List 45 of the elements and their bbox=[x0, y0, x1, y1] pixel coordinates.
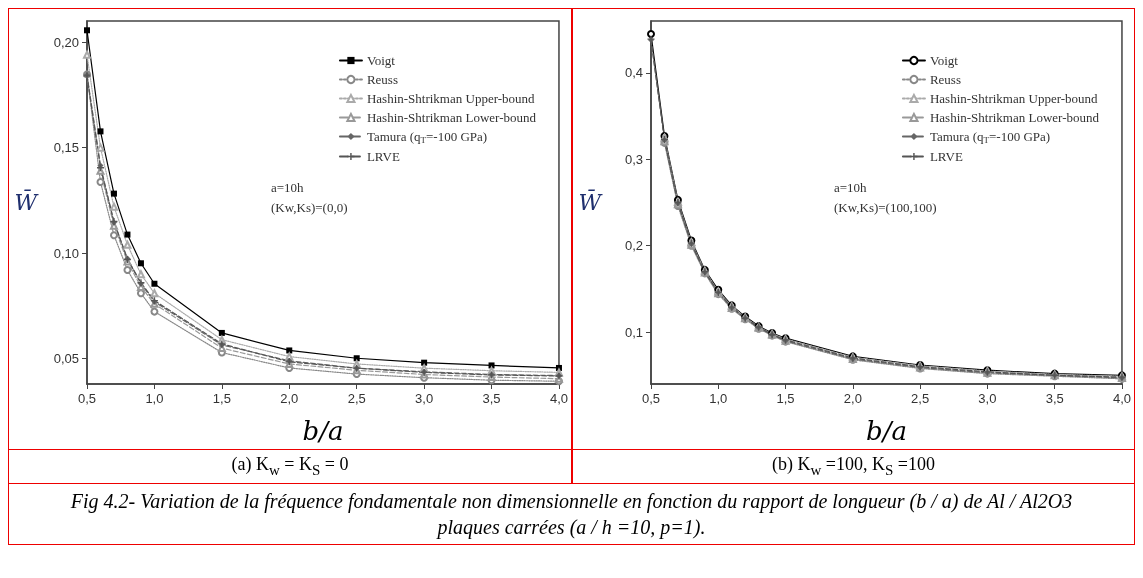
y-tick-label: 0,4 bbox=[624, 65, 643, 81]
x-tick-label: 4,0 bbox=[1112, 391, 1131, 406]
x-tick-label: 2,0 bbox=[280, 391, 299, 406]
legend-label: Reuss bbox=[929, 72, 961, 87]
x-tick-label: 3,5 bbox=[1045, 391, 1064, 406]
legend-label: LRVE bbox=[366, 149, 400, 164]
legend-label: LRVE bbox=[929, 149, 963, 164]
x-tick-label: 1,0 bbox=[709, 391, 728, 406]
x-tick-label: 0,5 bbox=[77, 391, 97, 406]
caption: Fig 4.2- Variation de la fréquence fondamentale non dimensionnelle en fonction du rapport de longueur (b / a) de Al / Al2O3 plaques carrées (a / h =10, p=1). bbox=[8, 483, 1135, 545]
legend-label: Hashin-Shtrikman Lower-bound bbox=[366, 110, 537, 125]
y-tick-label: 0,1 bbox=[624, 324, 643, 340]
y-tick-label: 0,10 bbox=[53, 245, 79, 261]
x-tick-label: 3,0 bbox=[978, 391, 997, 406]
y-tick-label: 0,3 bbox=[624, 151, 643, 167]
x-axis-title: b/a bbox=[866, 416, 907, 446]
x-tick-label: 0,5 bbox=[641, 391, 661, 406]
y-axis-title: W̄ bbox=[578, 188, 604, 215]
x-tick-label: 1,5 bbox=[212, 391, 231, 406]
text: (b) K$_{w}$ =100, K$_{S}$ =100 bbox=[573, 449, 1134, 483]
annotation: (Kw,Ks)=(0,0) bbox=[271, 200, 348, 215]
x-tick-label: 4,0 bbox=[549, 391, 568, 406]
text: (a) K$_{w}$ = K$_{S}$ = 0 bbox=[9, 449, 571, 483]
legend-label: Voigt bbox=[366, 53, 396, 68]
y-tick-label: 0,05 bbox=[53, 351, 79, 367]
x-tick-label: 1,5 bbox=[776, 391, 795, 406]
y-tick-label: 0,15 bbox=[53, 140, 79, 156]
y-axis-title: W̄ bbox=[14, 188, 40, 215]
x-tick-label: 1,0 bbox=[145, 391, 164, 406]
x-tick-label: 3,5 bbox=[482, 391, 501, 406]
x-axis-title: b/a bbox=[302, 416, 344, 446]
annotation: a=10h bbox=[271, 180, 305, 195]
x-tick-label: 2,5 bbox=[347, 391, 366, 406]
x-tick-label: 2,5 bbox=[911, 391, 930, 406]
y-tick-label: 0,20 bbox=[53, 34, 79, 50]
y-tick-label: 0,2 bbox=[624, 238, 643, 254]
legend-label: Hashin-Shtrikman Lower-bound bbox=[929, 110, 1100, 125]
x-tick-label: 2,0 bbox=[843, 391, 862, 406]
legend-label: Hashin-Shtrikman Upper-bound bbox=[366, 91, 536, 106]
annotation: (Kw,Ks)=(100,100) bbox=[834, 200, 937, 215]
x-tick-label: 3,0 bbox=[415, 391, 434, 406]
legend-label: Reuss bbox=[366, 72, 398, 87]
annotation: a=10h bbox=[834, 180, 868, 195]
legend-label: Hashin-Shtrikman Upper-bound bbox=[929, 91, 1099, 106]
legend-label: Voigt bbox=[929, 53, 959, 68]
